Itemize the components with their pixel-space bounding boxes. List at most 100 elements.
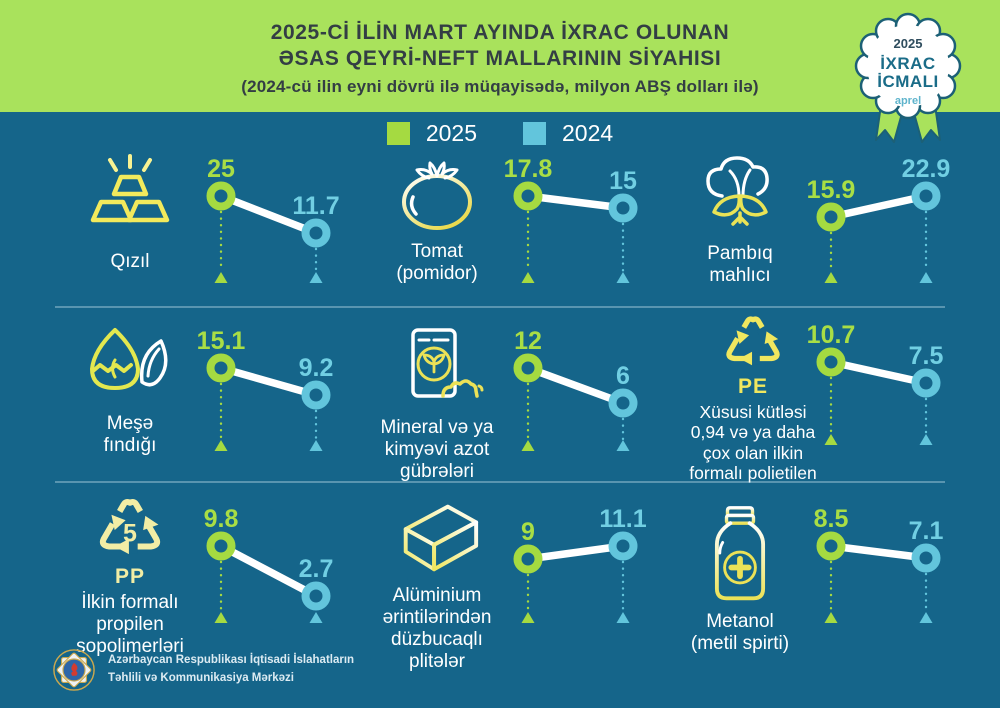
- connector-line: [830, 192, 927, 221]
- triangle-marker-2025: [214, 272, 228, 283]
- seal-face: [867, 25, 949, 107]
- dot-2025: [816, 202, 846, 232]
- fertilizer-bag-icon: [411, 328, 484, 398]
- item-chart: 9 11.1: [504, 490, 662, 658]
- connector-line: [219, 192, 318, 237]
- item-cell-aluminium: Alüminium ərintilərindən düzbucaqlı plitələ…: [362, 490, 662, 672]
- value-2025: 9.8: [203, 505, 239, 533]
- pe-label: PE: [737, 375, 768, 398]
- badge-month: aprel: [895, 95, 921, 107]
- dumbbell-chart: [816, 531, 941, 623]
- recycle-number: 5: [123, 519, 137, 548]
- triangle-marker-2025: [214, 612, 228, 623]
- title-line-1: 2025-Cİ İLİN MART AYINDA İXRAC OLUNAN: [270, 21, 730, 44]
- footer-line-2: Təhlili və Kommunikasiya Mərkəzi: [108, 672, 294, 684]
- value-2024: 22.9: [901, 155, 951, 183]
- item-label: Metanol (metil spirti): [690, 611, 790, 655]
- footer-line-1: Azərbaycan Respublikası İqtisadi İslahat…: [108, 654, 355, 667]
- value-2025: 10.7: [806, 321, 856, 349]
- triangle-marker-2024: [919, 272, 933, 283]
- dot-2025: [816, 347, 846, 377]
- dot-2025: [206, 353, 236, 383]
- legend-label-2024: 2024: [562, 120, 614, 146]
- title-line-2: ƏSAS QEYRİ-NEFT MALLARININ SİYAHISI: [278, 47, 722, 71]
- badge-line1: İXRAC: [880, 54, 935, 73]
- triangle-marker-2025: [521, 440, 535, 451]
- dumbbell-chart: [206, 181, 331, 283]
- legend-item-2024: 2024: [523, 120, 613, 147]
- dot-2024: [911, 368, 941, 398]
- value-2025: 12: [514, 327, 542, 355]
- item-label: İlkin formalı propilen sopolimerləri: [76, 592, 184, 658]
- dumbbell-chart: [206, 531, 331, 623]
- connector-line: [526, 364, 625, 407]
- badge-line2: İCMALI: [877, 72, 939, 91]
- dot-2025: [513, 544, 543, 574]
- title-subtitle: (2024-cü ilin eyni dövrü ilə müqayisədə,…: [241, 76, 759, 96]
- item-label: Qızıl: [110, 251, 150, 272]
- value-2024: 6: [616, 362, 630, 390]
- item-label: Xüsusi kütləsi 0,94 və ya daha çox olan il…: [689, 402, 817, 483]
- legend: 2025 2024: [0, 120, 1000, 147]
- dumbbell-chart: [816, 347, 941, 445]
- connector-line: [830, 542, 927, 562]
- item-chart: 17.8 15: [504, 150, 662, 318]
- gold-bars-icon: [90, 154, 170, 223]
- triangle-marker-2024: [919, 612, 933, 623]
- value-2024: 7.1: [908, 517, 944, 545]
- triangle-marker-2024: [309, 440, 323, 451]
- item-label: Tomat (pomidor): [396, 241, 478, 285]
- dot-2024: [608, 531, 638, 561]
- dumbbell-chart: [513, 181, 638, 283]
- header-titles: 2025-Cİ İLİN MART AYINDA İXRAC OLUNAN ƏS…: [0, 20, 1000, 97]
- cotton-icon: [706, 156, 769, 226]
- item-chart: 12 6: [504, 318, 662, 486]
- dumbbell-chart: [816, 181, 941, 283]
- value-2025: 15.9: [806, 176, 856, 204]
- value-2024: 9.2: [298, 354, 334, 382]
- value-2024: 11.1: [599, 505, 647, 533]
- triangle-marker-2024: [616, 612, 630, 623]
- recycle-pe-icon: [726, 316, 780, 366]
- item-cell-hazelnut: Meşə fındığı 15.1 9.2: [55, 318, 355, 490]
- triangle-marker-2025: [214, 440, 228, 451]
- triangle-marker-2025: [824, 612, 838, 623]
- value-2024: 11.7: [292, 192, 340, 220]
- triangle-marker-2024: [309, 612, 323, 623]
- item-label: Meşə fındığı: [103, 413, 157, 457]
- dumbbell-chart: [206, 353, 331, 451]
- value-2024: 7.5: [908, 342, 944, 370]
- item-cell-cotton: Pambıq mahlıcı 15.9 22.9: [665, 150, 965, 322]
- item-cell-fertilizer: Mineral və ya kimyəvi azot gübrələri 12 6: [362, 318, 662, 490]
- legend-item-2025: 2025: [386, 120, 477, 147]
- badge-year: 2025: [894, 36, 923, 51]
- row-divider-1: [55, 306, 945, 308]
- dot-2024: [301, 380, 331, 410]
- item-cell-polypropylene: 5 PP İlkin formalı propilen sopolimerləri …: [55, 490, 355, 662]
- item-cell-methanol: Metanol (metil spirti) 8.5 7.1: [665, 490, 965, 662]
- recycle-pp-icon: [99, 499, 161, 555]
- item-label: Mineral və ya kimyəvi azot gübrələri: [380, 417, 494, 483]
- item-cell-polyethylene: PE Xüsusi kütləsi 0,94 və ya daha çox olan…: [665, 312, 965, 484]
- header-band: [0, 0, 1000, 112]
- rosette-badge: 2025 İXRAC İCMALI aprel: [854, 12, 962, 143]
- dot-2024: [301, 218, 331, 248]
- value-2025: 9: [521, 518, 535, 546]
- item-chart: 8.5 7.1: [807, 490, 965, 658]
- item-label: Alüminium ərintilərindən düzbucaqlı plitələ…: [382, 585, 492, 673]
- dumbbell-chart: [513, 353, 638, 451]
- dot-2025: [206, 531, 236, 561]
- value-2025: 17.8: [503, 155, 553, 183]
- value-2025: 25: [207, 155, 235, 183]
- item-chart: 15.1 9.2: [197, 318, 355, 486]
- dot-2024: [301, 581, 331, 611]
- triangle-marker-2024: [309, 272, 323, 283]
- dot-2025: [816, 531, 846, 561]
- dot-2024: [608, 388, 638, 418]
- item-cell-gold: Qızıl 25 11.7: [55, 150, 355, 322]
- row-divider-2: [55, 481, 945, 483]
- value-2024: 15: [609, 167, 637, 195]
- dot-2025: [513, 181, 543, 211]
- value-2024: 2.7: [298, 555, 334, 583]
